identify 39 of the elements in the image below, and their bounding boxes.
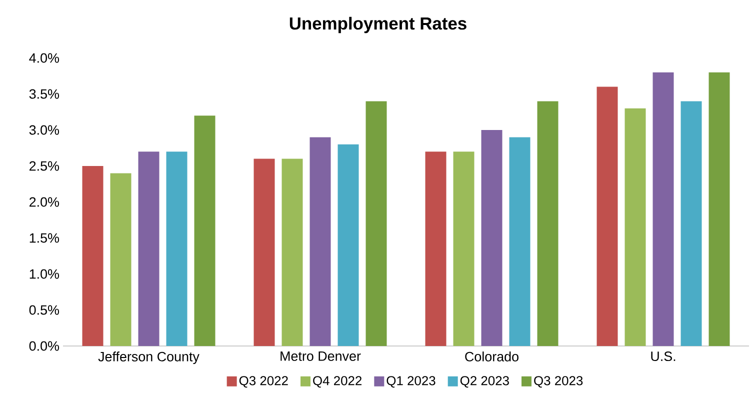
- x-tick-label: Colorado: [465, 352, 518, 362]
- bar: [338, 144, 359, 346]
- bar: [509, 137, 530, 346]
- y-tick-label: 4.0%: [29, 53, 60, 63]
- x-tick-label: Jefferson County: [98, 352, 200, 364]
- bar: [652, 72, 674, 346]
- bar: [138, 152, 160, 346]
- x-tick-label: Metro Denver: [280, 352, 361, 361]
- bar: [166, 152, 188, 346]
- y-tick-label: 2.5%: [30, 161, 60, 171]
- legend-label: Q3 2023: [534, 376, 583, 388]
- legend-label: Q1 2023: [386, 376, 436, 388]
- bar: [254, 158, 275, 346]
- bar: [366, 101, 387, 346]
- x-tick-label: U.S.: [651, 352, 676, 362]
- chart-title: Unemployment Rates: [290, 16, 466, 34]
- bar: [708, 72, 730, 346]
- bar: [537, 101, 558, 346]
- y-tick-label: 0.0%: [29, 341, 60, 351]
- y-tick-label: 1.5%: [30, 233, 60, 243]
- bar: [282, 158, 303, 346]
- bar: [82, 166, 104, 346]
- bar: [624, 108, 646, 346]
- bar: [194, 116, 216, 346]
- legend-label: Q2 2023: [460, 376, 509, 388]
- y-tick-label: 1.0%: [30, 269, 60, 279]
- bar: [453, 152, 474, 346]
- y-tick-label: 0.5%: [29, 305, 60, 315]
- bar: [680, 101, 702, 346]
- legend-label: Q4 2022: [313, 376, 362, 388]
- legend-label: Q3 2022: [239, 376, 288, 388]
- y-tick-label: 3.0%: [29, 125, 60, 135]
- bar: [596, 86, 618, 346]
- y-tick-label: 3.5%: [29, 89, 60, 99]
- y-tick-label: 2.0%: [30, 197, 60, 207]
- bar: [481, 130, 502, 346]
- bar: [310, 137, 331, 346]
- bar: [110, 173, 132, 346]
- bar: [425, 152, 446, 346]
